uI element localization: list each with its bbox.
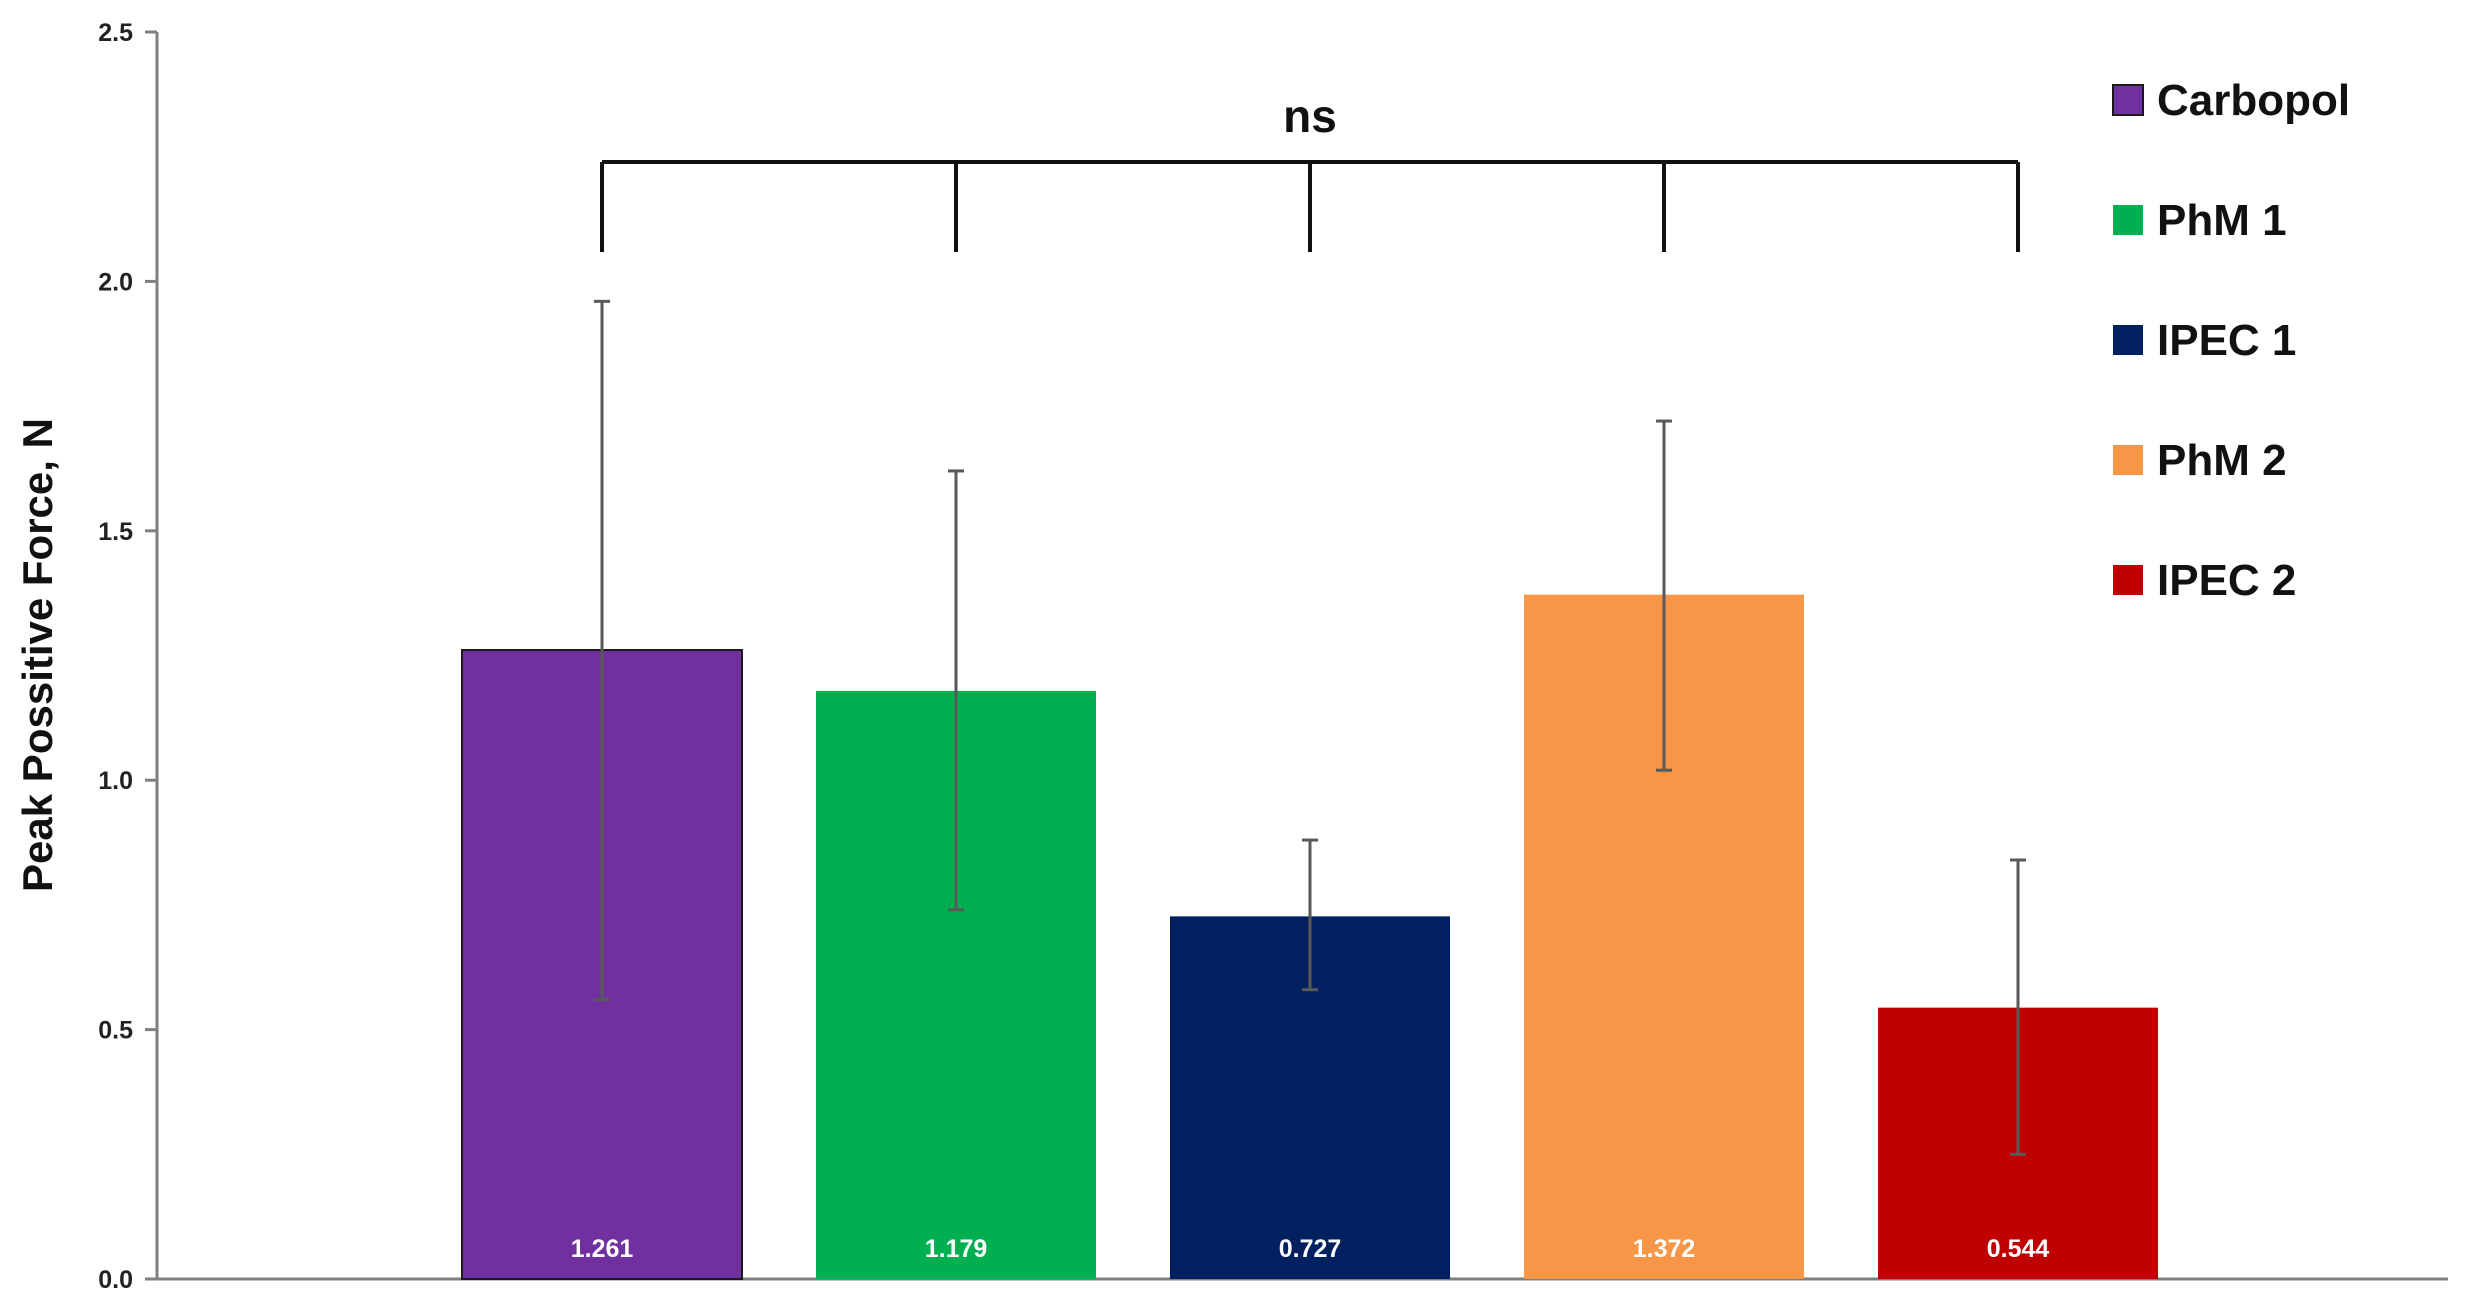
data-label: 1.179: [925, 1235, 988, 1263]
significance-bracket: ns: [600, 90, 2020, 252]
significance-bracket-line: [600, 160, 2020, 252]
legend-label: IPEC 1: [2157, 316, 2296, 365]
y-axis-title: Peak Possitive Force, N: [14, 418, 61, 892]
significance-label: ns: [1283, 90, 1337, 142]
legend-swatch: [2112, 84, 2144, 116]
legend: Carbopol PhM 1 IPEC 1 PhM 2 IPEC 2: [2112, 76, 2350, 605]
data-labels: 1.261 1.179 0.727 1.372 0.544: [571, 1235, 2050, 1263]
legend-swatch: [2113, 565, 2143, 595]
legend-label: Carbopol: [2157, 76, 2350, 125]
y-tick-label: 2.0: [98, 268, 133, 296]
legend-label: PhM 2: [2157, 436, 2287, 485]
data-label: 1.261: [571, 1235, 634, 1263]
legend-swatch: [2113, 445, 2143, 475]
error-bars: [594, 299, 2026, 1156]
data-label: 1.372: [1633, 1235, 1696, 1263]
y-tick-label: 1.5: [98, 518, 133, 546]
data-label: 0.727: [1279, 1235, 1342, 1263]
data-label: 0.544: [1987, 1235, 2050, 1263]
y-tick-label: 2.5: [98, 19, 133, 47]
y-ticks: 0.0 0.5 1.0 1.5 2.0 2.5: [98, 19, 157, 1294]
legend-label: IPEC 2: [2157, 556, 2296, 605]
y-tick-label: 0.5: [98, 1017, 133, 1045]
legend-swatch: [2113, 205, 2143, 235]
y-tick-label: 1.0: [98, 767, 133, 795]
legend-label: PhM 1: [2157, 196, 2287, 245]
legend-swatch: [2113, 325, 2143, 355]
y-tick-label: 0.0: [98, 1266, 133, 1294]
